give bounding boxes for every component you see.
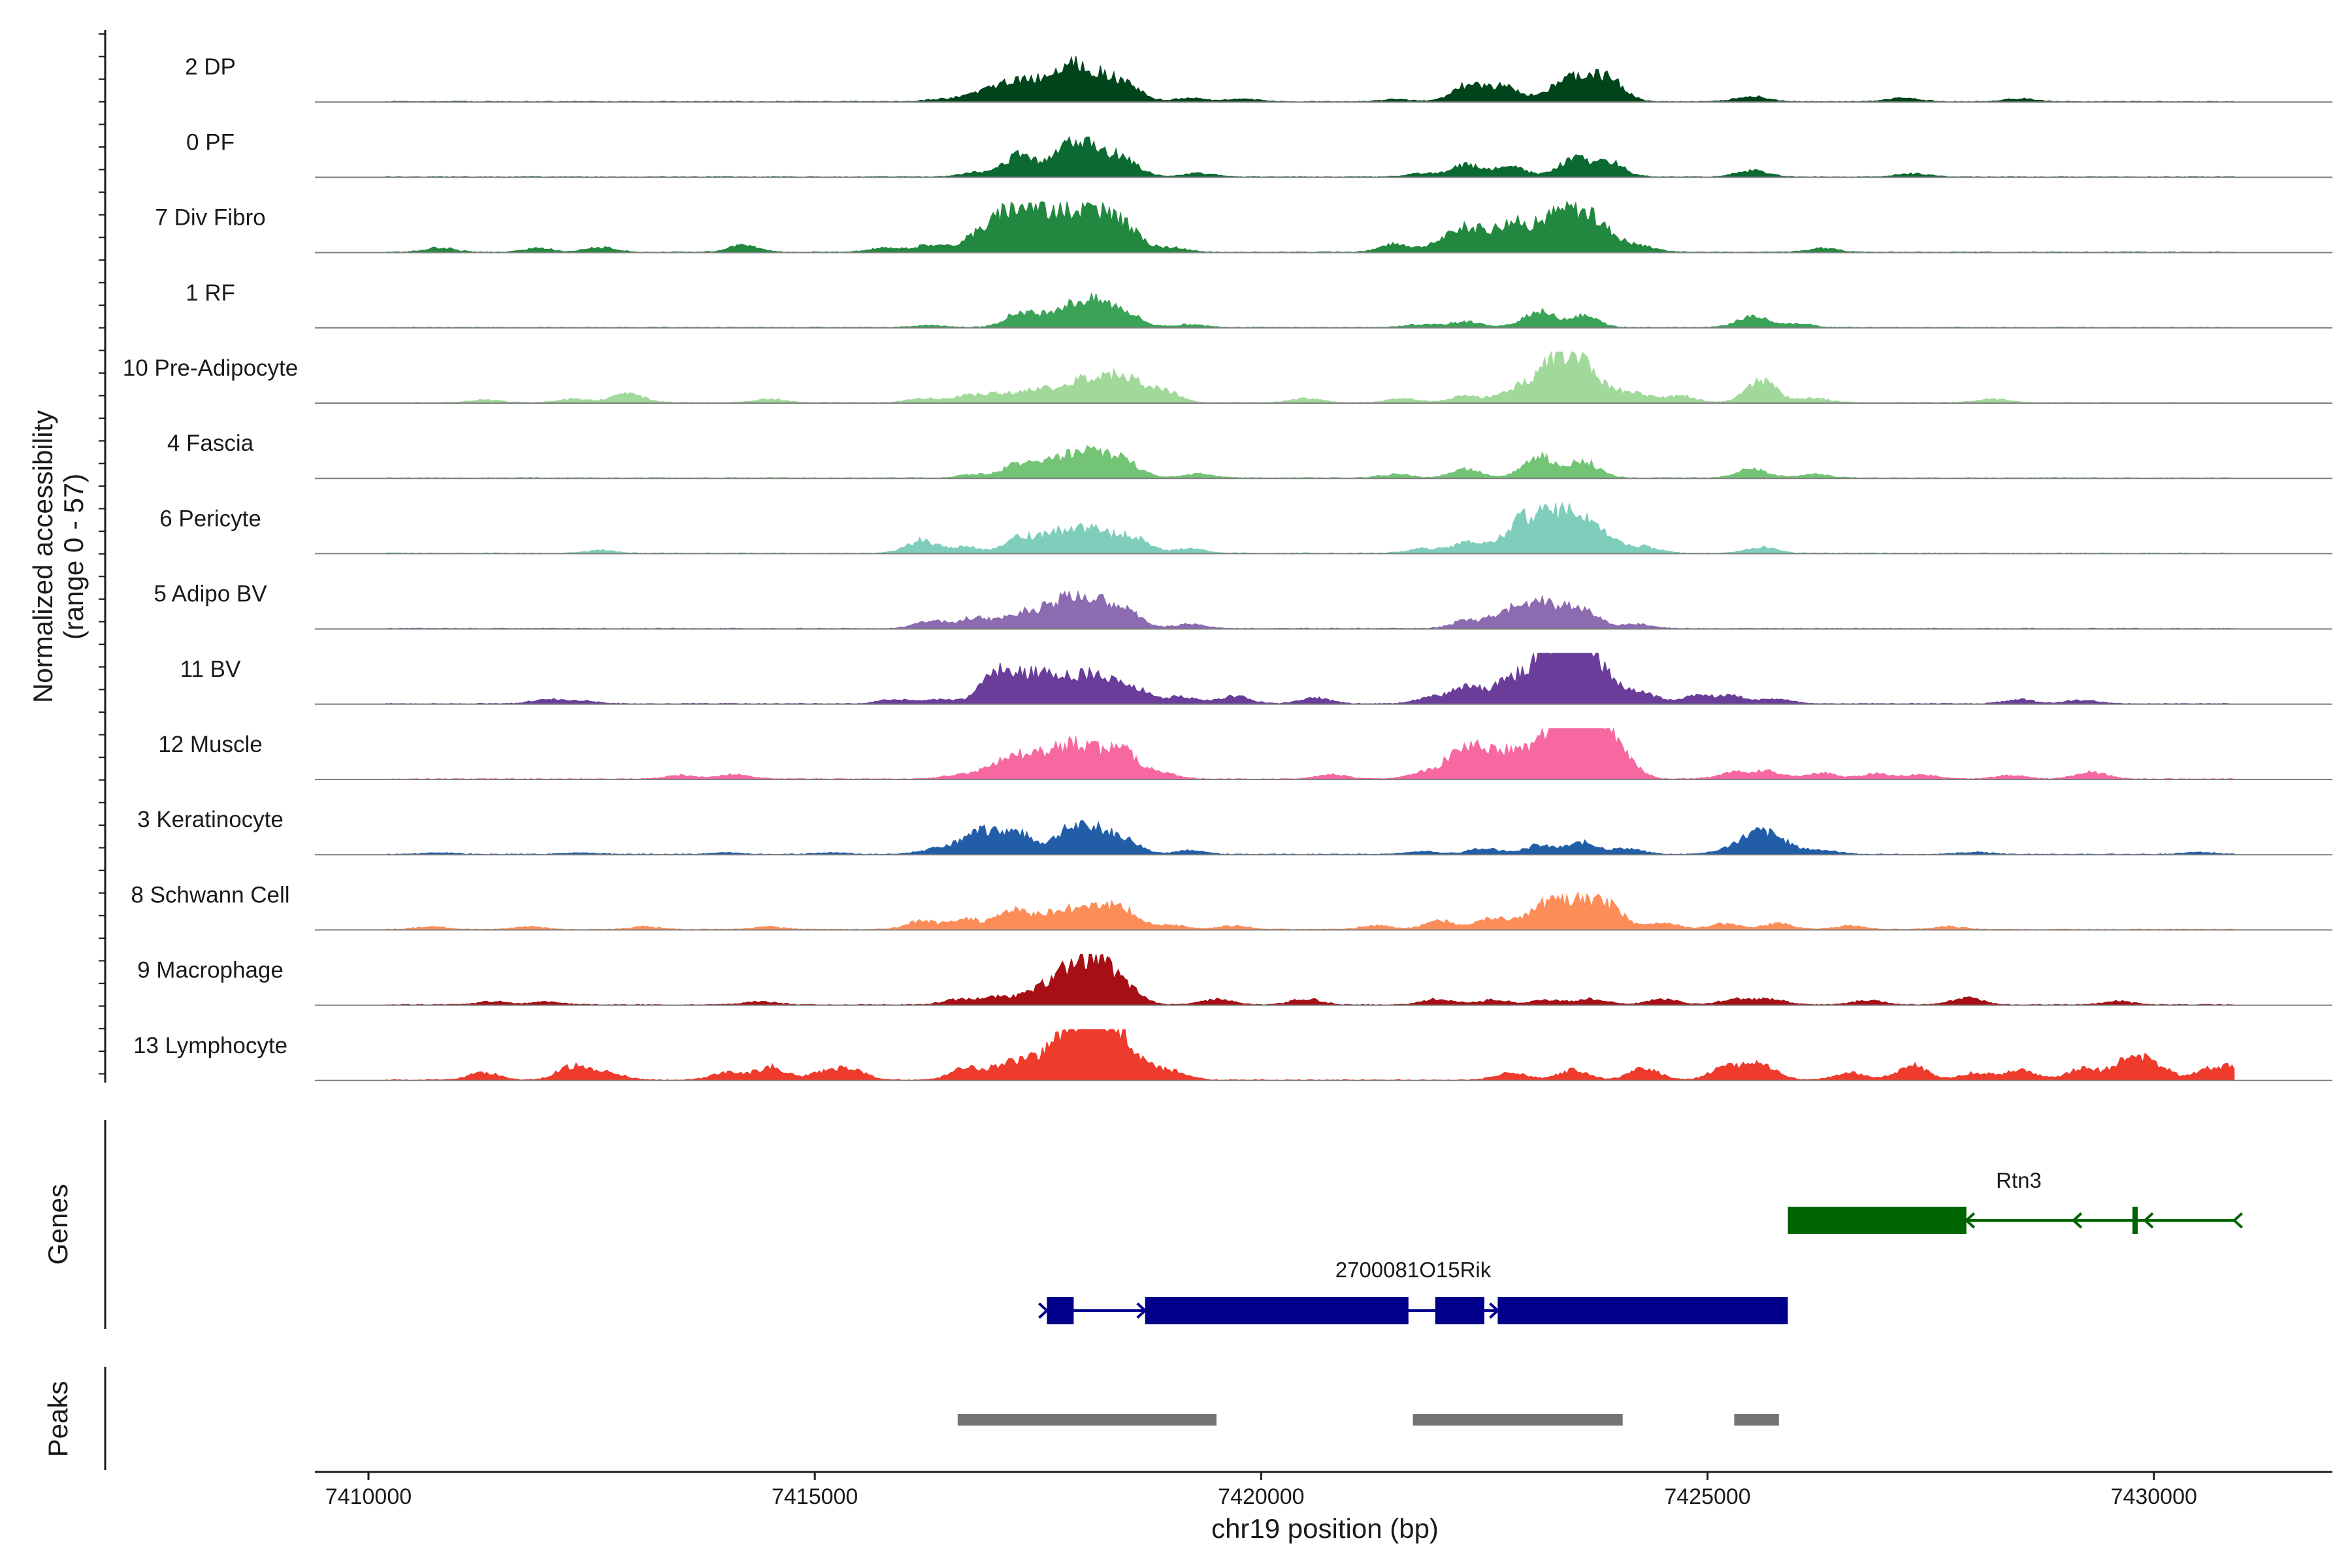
gene-model: 2700081O15Rik	[1038, 1258, 1788, 1324]
gene-exon	[1435, 1297, 1484, 1324]
coverage-area	[385, 350, 2235, 404]
track-label: 7 Div Fibro	[155, 205, 265, 231]
coverage-area	[385, 135, 2235, 178]
strand-arrow	[2232, 1212, 2244, 1229]
genes-panel-title: Genes	[42, 1184, 73, 1265]
coverage-track: 5 Adipo BV	[154, 581, 2332, 630]
coverage-area	[385, 890, 2235, 931]
coverage-track: 8 Schwann Cell	[131, 882, 2332, 931]
peak-region	[1413, 1414, 1623, 1426]
x-tick-label: 7420000	[1218, 1484, 1304, 1509]
coverage-area	[385, 953, 2234, 1006]
gene-model: Rtn3	[1788, 1168, 2244, 1234]
coverage-track: 4 Fascia	[167, 431, 2332, 480]
gene-exon	[2132, 1207, 2138, 1234]
track-label: 12 Muscle	[158, 732, 263, 757]
peak-region	[957, 1414, 1217, 1426]
coverage-track: 1 RF	[186, 280, 2332, 329]
coverage-track: 10 Pre-Adipocyte	[123, 350, 2332, 404]
gene-exon	[1788, 1207, 1967, 1234]
coverage-area	[385, 727, 2234, 780]
coverage-area	[385, 819, 2235, 855]
track-label: 6 Pericyte	[159, 506, 261, 531]
coverage-area	[385, 444, 2235, 479]
strand-arrow	[1038, 1302, 1049, 1319]
coverage-area	[385, 56, 2235, 103]
coverage-track: 9 Macrophage	[137, 953, 2332, 1006]
strand-arrow	[1964, 1212, 1976, 1229]
strand-arrow	[2071, 1212, 2083, 1229]
gene-annotations: Rtn3 2700081O15Rik	[1038, 1168, 2244, 1324]
gene-exon	[1047, 1297, 1074, 1324]
coverage-track: 7 Div Fibro	[155, 200, 2332, 253]
y-axis-title-line2: (range 0 - 57)	[58, 474, 89, 640]
track-label: 1 RF	[186, 280, 235, 306]
y-axis-title-line1: Normalized accessibility	[27, 410, 58, 703]
track-label: 8 Schwann Cell	[131, 882, 289, 907]
track-label: 11 BV	[180, 657, 241, 682]
coverage-tracks: 2 DP 0 PF 7 Div Fibro 1 RF 10 Pre-Adipocyte 4…	[123, 54, 2332, 1081]
coverage-track: 2 DP	[185, 54, 2332, 103]
track-label: 9 Macrophage	[137, 958, 284, 983]
track-label: 4 Fascia	[167, 431, 254, 456]
gene-name-label: 2700081O15Rik	[1335, 1258, 1492, 1282]
peaks-panel-title: Peaks	[42, 1381, 73, 1458]
strand-arrow	[1136, 1302, 1147, 1319]
coverage-track: 12 Muscle	[158, 727, 2332, 780]
x-axis-title: chr19 position (bp)	[1211, 1513, 1439, 1544]
x-tick-label: 7410000	[325, 1484, 412, 1509]
x-tick-label: 7415000	[772, 1484, 858, 1509]
track-label: 13 Lymphocyte	[133, 1033, 287, 1058]
strand-arrow	[1489, 1302, 1500, 1319]
coverage-area	[385, 293, 2235, 329]
coverage-area	[385, 1028, 2235, 1081]
x-tick-label: 7425000	[1664, 1484, 1750, 1509]
track-label: 10 Pre-Adipocyte	[123, 355, 298, 381]
coverage-area	[385, 502, 2235, 555]
coverage-area	[385, 589, 2235, 630]
track-label: 5 Adipo BV	[154, 581, 267, 607]
coverage-area	[385, 653, 2235, 705]
coverage-track: 3 Keratinocyte	[137, 807, 2332, 856]
coverage-track: 0 PF	[186, 129, 2332, 178]
peak-region	[1734, 1414, 1779, 1426]
gene-exon	[1497, 1297, 1788, 1324]
track-label: 0 PF	[186, 129, 235, 155]
peak-regions	[957, 1414, 1779, 1426]
track-label: 3 Keratinocyte	[137, 807, 284, 832]
coverage-track: 11 BV	[180, 653, 2332, 705]
coverage-area	[385, 200, 2235, 253]
strand-arrow	[2143, 1212, 2154, 1229]
x-tick-label: 7430000	[2111, 1484, 2197, 1509]
coverage-track: 6 Pericyte	[159, 502, 2332, 555]
track-label: 2 DP	[185, 54, 236, 80]
gene-exon	[1145, 1297, 1409, 1324]
gene-name-label: Rtn3	[1996, 1168, 2042, 1192]
coverage-track: 13 Lymphocyte	[133, 1028, 2332, 1081]
coverage-y-axis-ticks	[99, 33, 105, 1075]
x-axis-ticks: 7410000 7415000 7420000 7425000 7430000	[325, 1472, 2197, 1509]
